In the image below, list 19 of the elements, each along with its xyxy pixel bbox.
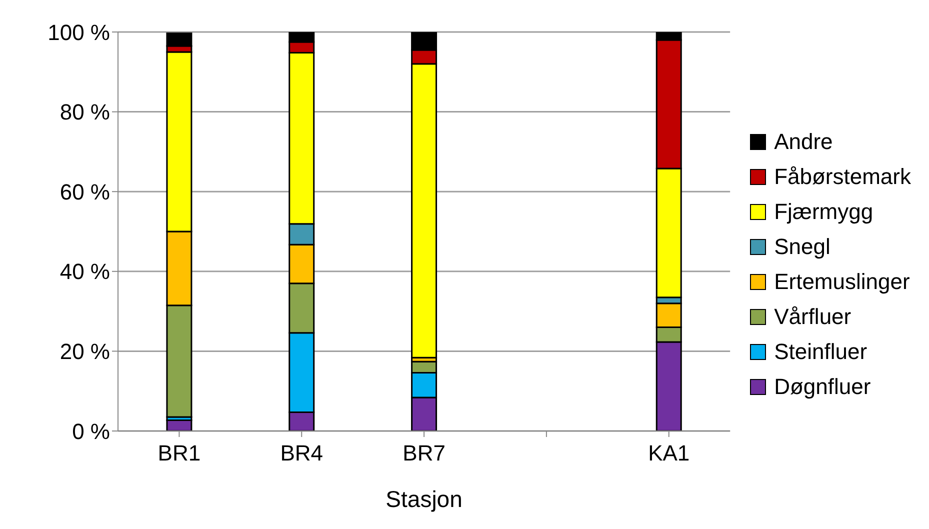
- legend-label: Andre: [774, 129, 833, 155]
- x-tick-label: BR1: [158, 440, 201, 466]
- legend-label: Vårfluer: [774, 304, 852, 330]
- y-tick-label: 0 %: [72, 418, 110, 444]
- x-tick-label: BR7: [402, 440, 446, 466]
- legend-label: Snegl: [774, 234, 830, 260]
- legend-label: Fåbørstemark: [774, 164, 911, 190]
- y-tick-label: 40 %: [60, 259, 110, 284]
- legend-label: Steinfluer: [774, 339, 868, 365]
- y-tick-label: 60 %: [60, 179, 110, 204]
- legend-label: Fjærmygg: [774, 199, 874, 225]
- legend-label: Døgnfluer: [774, 374, 871, 400]
- y-tick-label: 80 %: [60, 100, 110, 125]
- y-tick-label: 20 %: [60, 339, 110, 364]
- legend-label: Ertemuslinger: [774, 269, 910, 295]
- x-axis-title: Stasjon: [386, 486, 462, 512]
- x-tick-label: BR4: [280, 440, 324, 466]
- x-tick-label: KA1: [648, 440, 690, 466]
- y-tick-label: 100 %: [48, 20, 110, 45]
